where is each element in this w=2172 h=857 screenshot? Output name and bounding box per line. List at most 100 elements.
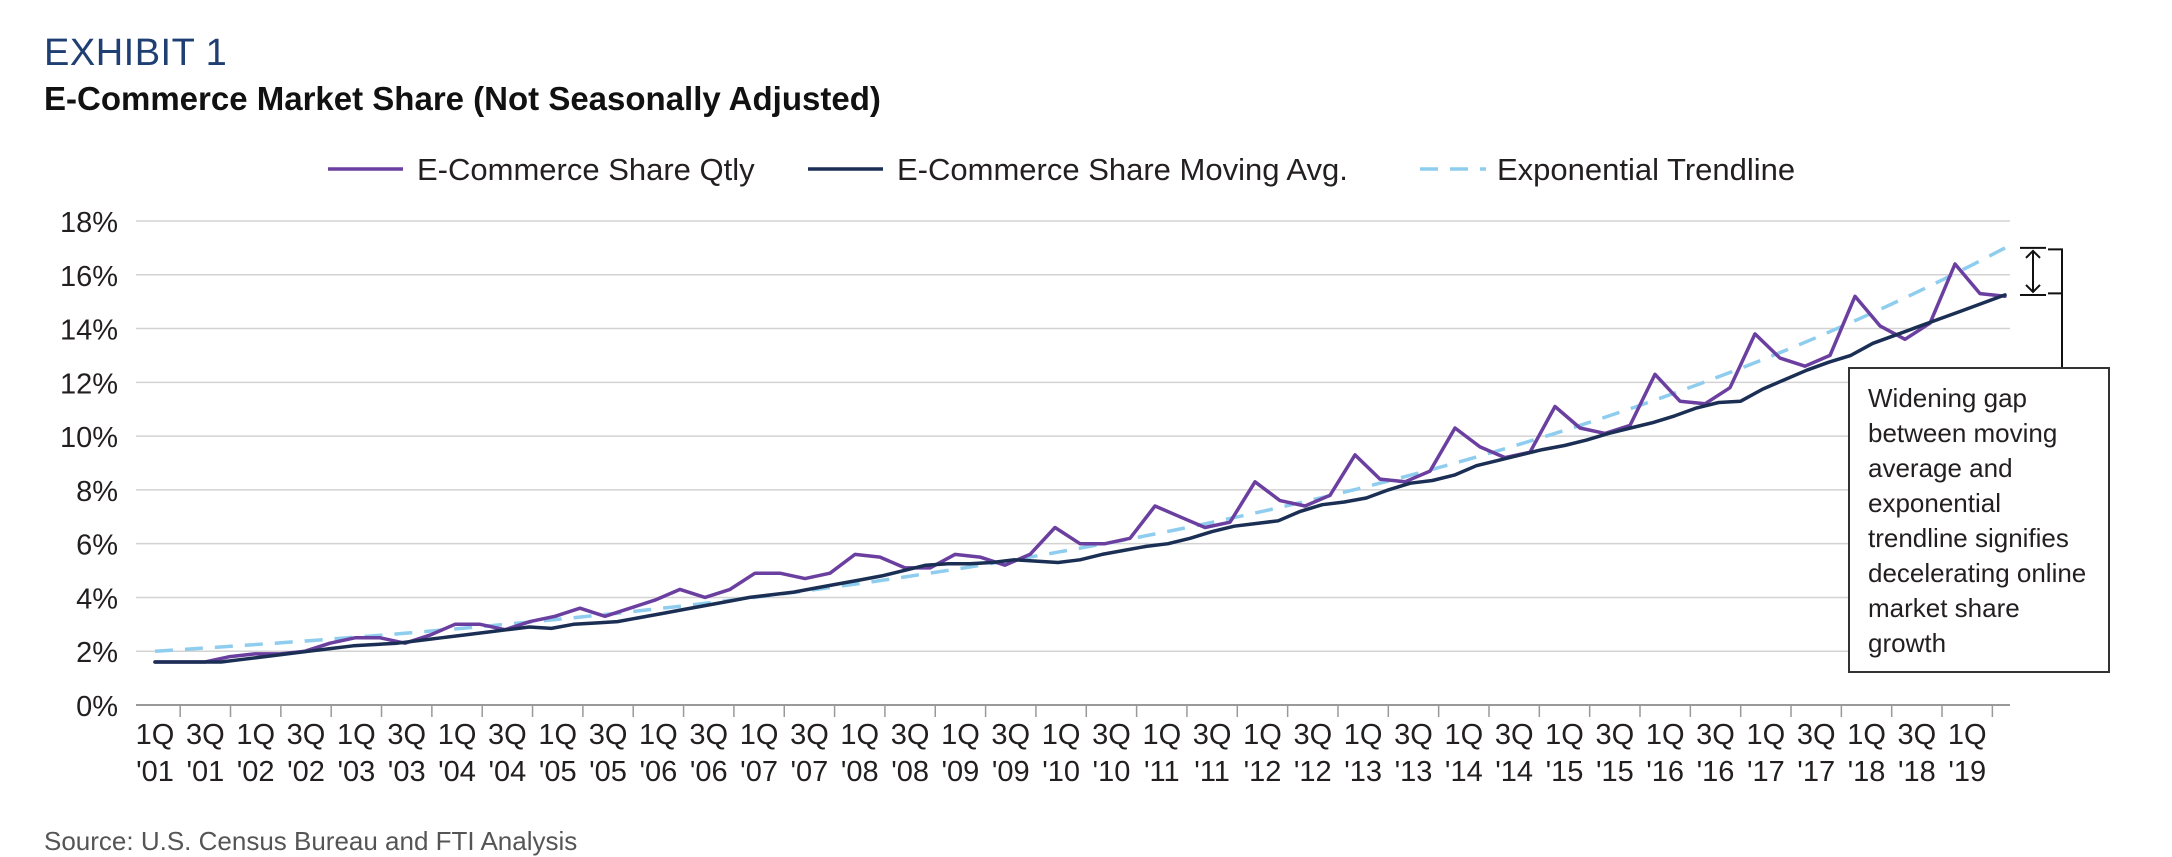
x-tick-label-quarter: 3Q [1495, 719, 1534, 751]
legend: E-Commerce Share Qtly E-Commerce Share M… [328, 152, 1795, 187]
x-tick-label-year: '15 [1546, 756, 1584, 788]
x-tick-label-year: '03 [337, 756, 375, 788]
x-tick-label-year: '14 [1495, 756, 1533, 788]
x-tick-label-year: '06 [690, 756, 728, 788]
x-tick-label-year: '12 [1294, 756, 1332, 788]
x-tick-label-year: '01 [186, 756, 224, 788]
x-axis-ticks: 1Q '01 3Q '01 1Q '02 3Q '02 1Q '03 3Q '03 1Q '04 3Q '04… [136, 705, 1994, 788]
x-tick-label-quarter: 3Q [1595, 719, 1634, 751]
gap-arrowhead-down [2025, 284, 2041, 294]
series-moving-avg [153, 293, 2007, 664]
x-tick-label-year: '09 [942, 756, 980, 788]
x-tick-label-quarter: 1Q [1042, 719, 1081, 751]
y-axis-ticks: 0% 2% 4% 6% 8% 10% 12% 14% 16% 18% [60, 207, 118, 723]
x-tick-label-year: '10 [1093, 756, 1131, 788]
x-tick-label-year: '01 [136, 756, 174, 788]
x-tick-label-year: '12 [1244, 756, 1282, 788]
gap-bracket [2020, 246, 2063, 367]
x-tick-label-quarter: 3Q [387, 719, 426, 751]
x-tick-label-quarter: 3Q [991, 719, 1030, 751]
x-tick-label-quarter: 3Q [1394, 719, 1433, 751]
x-tick-label-year: '02 [237, 756, 275, 788]
x-tick-label-quarter: 3Q [1092, 719, 1131, 751]
x-tick-label-quarter: 1Q [639, 719, 678, 751]
x-tick-label-year: '19 [1948, 756, 1986, 788]
y-tick-label: 2% [76, 637, 118, 669]
x-tick-label-year: '05 [589, 756, 627, 788]
gap-brace [2048, 248, 2063, 295]
series-qtly [153, 262, 2007, 664]
x-tick-label-quarter: 1Q [1847, 719, 1886, 751]
x-tick-label-quarter: 1Q [740, 719, 779, 751]
y-tick-label: 0% [76, 691, 118, 723]
x-tick-label-quarter: 3Q [1898, 719, 1937, 751]
x-tick-label-year: '16 [1697, 756, 1735, 788]
x-tick-label-quarter: 3Q [186, 719, 225, 751]
x-tick-label-quarter: 1Q [538, 719, 577, 751]
x-tick-label-year: '14 [1445, 756, 1483, 788]
y-tick-label: 8% [76, 476, 118, 508]
x-tick-label-quarter: 3Q [287, 719, 326, 751]
series-lines [153, 246, 2007, 664]
chart-title: E-Commerce Market Share (Not Seasonally … [44, 80, 881, 117]
x-tick-label-year: '17 [1747, 756, 1785, 788]
x-tick-label-year: '03 [388, 756, 426, 788]
gap-arrowhead-up [2025, 249, 2041, 259]
x-tick-label-quarter: 1Q [1545, 719, 1584, 751]
x-tick-label-quarter: 1Q [1646, 719, 1685, 751]
y-tick-label: 12% [60, 368, 118, 400]
x-tick-label-year: '18 [1898, 756, 1936, 788]
x-tick-label-year: '16 [1646, 756, 1684, 788]
legend-label-trendline: Exponential Trendline [1497, 152, 1795, 187]
x-tick-label-quarter: 1Q [1344, 719, 1383, 751]
x-tick-label-year: '04 [438, 756, 476, 788]
y-tick-label: 4% [76, 583, 118, 615]
x-tick-label-quarter: 1Q [1142, 719, 1181, 751]
x-tick-label-year: '11 [1144, 756, 1180, 788]
x-tick-label-year: '05 [539, 756, 577, 788]
legend-label-qtly: E-Commerce Share Qtly [417, 152, 755, 187]
y-tick-label: 10% [60, 422, 118, 454]
exhibit-label: EXHIBIT 1 [44, 32, 228, 74]
x-tick-label-quarter: 1Q [941, 719, 980, 751]
x-tick-label-quarter: 1Q [1948, 719, 1987, 751]
x-tick-label-quarter: 3Q [689, 719, 728, 751]
x-tick-label-quarter: 1Q [136, 719, 175, 751]
x-tick-label-quarter: 1Q [1444, 719, 1483, 751]
x-tick-label-quarter: 3Q [1293, 719, 1332, 751]
x-tick-label-quarter: 3Q [790, 719, 829, 751]
x-tick-label-year: '04 [488, 756, 526, 788]
x-tick-label-year: '13 [1344, 756, 1382, 788]
x-tick-label-quarter: 1Q [1747, 719, 1786, 751]
x-tick-label-quarter: 1Q [236, 719, 275, 751]
y-tick-label: 16% [60, 261, 118, 293]
x-tick-label-quarter: 1Q [438, 719, 477, 751]
x-tick-label-year: '08 [891, 756, 929, 788]
y-tick-label: 18% [60, 207, 118, 239]
x-tick-label-year: '11 [1194, 756, 1230, 788]
x-tick-label-year: '10 [1042, 756, 1080, 788]
series-trendline [154, 246, 2006, 653]
x-tick-label-year: '17 [1797, 756, 1835, 788]
annotation-box: Widening gap between moving average and … [1848, 367, 2110, 673]
x-tick-label-quarter: 3Q [1696, 719, 1735, 751]
y-tick-label: 6% [76, 530, 118, 562]
x-tick-label-quarter: 3Q [891, 719, 930, 751]
x-tick-label-year: '15 [1596, 756, 1634, 788]
x-tick-label-year: '18 [1848, 756, 1886, 788]
x-tick-label-year: '02 [287, 756, 325, 788]
x-tick-label-year: '08 [841, 756, 879, 788]
x-tick-label-quarter: 3Q [1193, 719, 1232, 751]
x-tick-label-quarter: 1Q [840, 719, 879, 751]
legend-label-moving-avg: E-Commerce Share Moving Avg. [897, 152, 1348, 187]
x-tick-label-quarter: 1Q [1243, 719, 1282, 751]
source-note: Source: U.S. Census Bureau and FTI Analy… [44, 826, 578, 856]
x-tick-label-year: '09 [992, 756, 1030, 788]
x-tick-label-year: '07 [791, 756, 829, 788]
y-tick-label: 14% [60, 315, 118, 347]
x-tick-label-quarter: 1Q [337, 719, 376, 751]
x-tick-label-quarter: 3Q [488, 719, 527, 751]
x-tick-label-year: '06 [639, 756, 677, 788]
gridlines [136, 220, 2010, 706]
